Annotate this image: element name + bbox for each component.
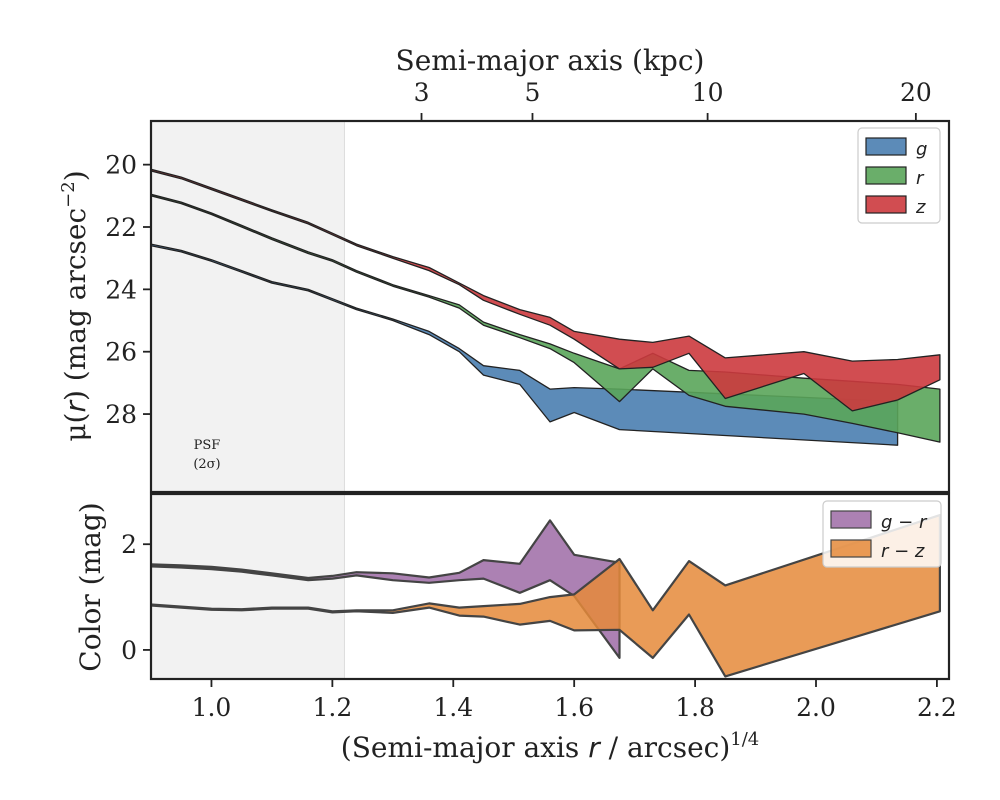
surface-brightness-axis-title: μ(r) (mag arcsec−2) [58,170,92,441]
legend-top-entry-label: z [915,197,926,218]
ylabel-part-units: ) (mag arcsec [59,208,92,401]
xlabel-part-a: (Semi-major axis [341,731,588,764]
top-axis-title: Semi-major axis (kpc) [396,44,705,77]
ytick-label-top: 24 [105,275,137,304]
ytick-label-top: 22 [105,213,137,242]
xtick-label-bottom: 1.0 [192,693,232,722]
color-axis-title: Color (mag) [74,502,107,671]
ylabel-part-close: ) [59,170,92,181]
xtick-label-bottom: 2.2 [917,693,957,722]
xlabel-part-exponent: 1/4 [730,729,759,750]
legend-top-entry-label: r [916,168,925,189]
ylabel-part-r: r [59,400,92,413]
xtick-label-top: 10 [692,78,724,107]
legend-top-entry-swatch [865,195,907,214]
xtick-label-bottom: 1.8 [675,693,715,722]
xtick-label-top: 20 [900,78,932,107]
xtick-label-bottom: 1.4 [433,693,473,722]
xlabel-part-r: r [588,731,601,764]
top-panel-frame [149,119,951,494]
bottom-panel-frame [149,492,951,681]
legend-bottom-entry-label: g − r [881,512,928,533]
legend-bottom-entry-label: r − z [881,541,925,562]
ytick-label-top: 26 [105,338,137,367]
legend-bottom-entry-swatch [830,510,872,529]
psf-label-line2: (2σ) [193,457,220,472]
xtick-label-bottom: 2.0 [796,693,836,722]
xtick-label-top: 5 [525,78,541,107]
xlabel-part-b: / arcsec) [600,731,731,764]
xtick-label-bottom: 1.6 [554,693,594,722]
legend-top-entry-swatch [865,137,907,156]
legend-top-entry-swatch [865,166,907,185]
ytick-label-top: 20 [105,151,137,180]
legend-top-entry-label: g [916,139,927,160]
ytick-label-top: 28 [105,400,137,429]
psf-label-line1: PSF [194,438,221,453]
ytick-label-bottom: 0 [121,636,137,665]
ylabel-part-exponent: −2 [58,181,79,208]
band-z [151,168,941,412]
ytick-label-bottom: 2 [121,530,137,559]
xtick-label-top: 3 [414,78,430,107]
ylabel-part-mu: μ( [59,413,92,442]
xtick-label-bottom: 1.2 [312,693,352,722]
band-gr [151,519,621,660]
legend-bottom-entry-swatch [830,539,872,558]
bottom-axis-title: (Semi-major axis r / arcsec)1/4 [341,729,759,764]
psf-region [151,121,345,679]
band-rz [151,513,942,678]
